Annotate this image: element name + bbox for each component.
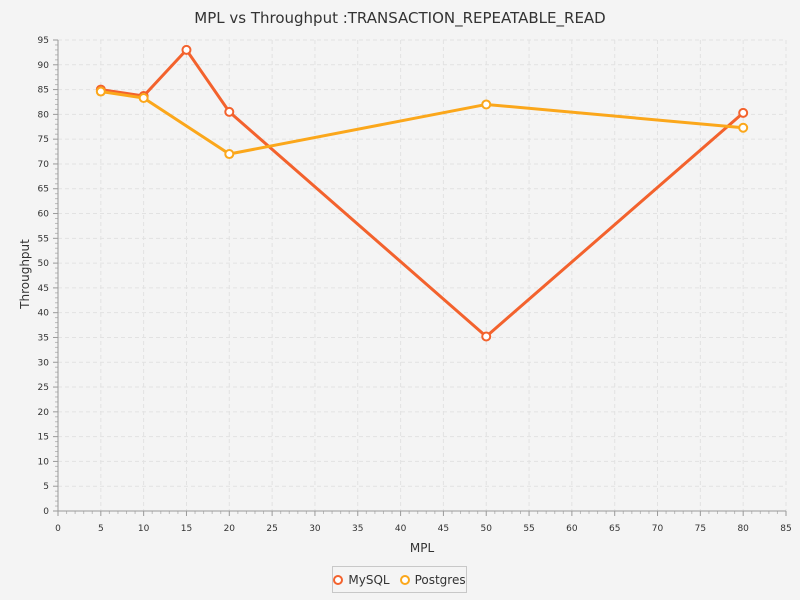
x-tick-label: 40 [395,524,407,534]
data-point-mysql [738,107,749,118]
chart-title: MPL vs Throughput :TRANSACTION_REPEATABL… [194,9,605,28]
x-tick-label: 70 [652,524,664,534]
y-tick-label: 40 [38,309,50,319]
series-layer [95,44,749,342]
y-tick-label: 5 [43,482,49,492]
data-point-postgres [738,122,749,133]
x-tick-label: 15 [181,524,192,534]
x-tick-label: 0 [55,524,61,534]
series-postgres [95,86,749,160]
legend-item-mysql: MySQL [333,572,390,587]
x-tick-label: 35 [352,524,363,534]
data-point-postgres [481,99,492,110]
data-point-mysql [224,106,235,117]
y-tick-label: 90 [38,61,50,71]
x-tick-label: 5 [98,524,104,534]
y-tick-label: 45 [38,284,49,294]
y-tick-label: 65 [38,185,49,195]
x-tick-label: 65 [609,524,620,534]
y-tick-label: 20 [38,408,50,418]
y-tick-label: 35 [38,333,49,343]
y-tick-label: 25 [38,383,49,393]
grid [58,39,787,511]
legend-marker-mysql [333,574,344,585]
x-axis-label: MPL [410,541,435,555]
y-tick-label: 0 [43,507,49,517]
legend-label-mysql: MySQL [348,572,390,587]
y-tick-label: 70 [38,160,50,170]
y-tick-label: 80 [38,110,50,120]
x-tick-label: 50 [481,524,493,534]
x-tick-label: 55 [523,524,534,534]
y-axis-label: Throughput [18,239,32,310]
y-tick-label: 60 [38,210,50,220]
y-tick-label: 30 [38,358,50,368]
data-point-postgres [138,93,149,104]
y-tick-label: 55 [38,234,49,244]
x-tick-label: 45 [438,524,449,534]
y-tick-label: 95 [38,36,49,46]
axes: 0 5 10 15 20 25 30 35 40 45 50 55 60 65 70 75 80 85 0 5 10 15… [38,36,792,534]
data-point-postgres [224,149,235,160]
x-tick-label: 80 [737,524,749,534]
x-tick-label: 85 [780,524,791,534]
legend-marker-postgres [399,574,410,585]
x-tick-label: 60 [566,524,578,534]
legend-item-postgres: Postgres [399,572,466,587]
y-tick-label: 75 [38,135,49,145]
legend: MySQL Postgres [332,566,467,593]
legend-label-postgres: Postgres [414,572,466,587]
x-tick-label: 30 [309,524,321,534]
plot-area [58,40,786,511]
series-line-mysql [99,48,745,338]
x-tick-label: 25 [266,524,277,534]
x-tick-label: 20 [224,524,236,534]
data-point-mysql [181,44,192,55]
y-tick-label: 85 [38,86,49,96]
y-tick-label: 50 [38,259,50,269]
y-tick-label: 15 [38,433,49,443]
data-point-postgres [95,86,106,97]
x-tick-label: 75 [695,524,706,534]
x-tick-label: 10 [138,524,150,534]
data-point-mysql [481,331,492,342]
y-tick-label: 10 [38,457,50,467]
